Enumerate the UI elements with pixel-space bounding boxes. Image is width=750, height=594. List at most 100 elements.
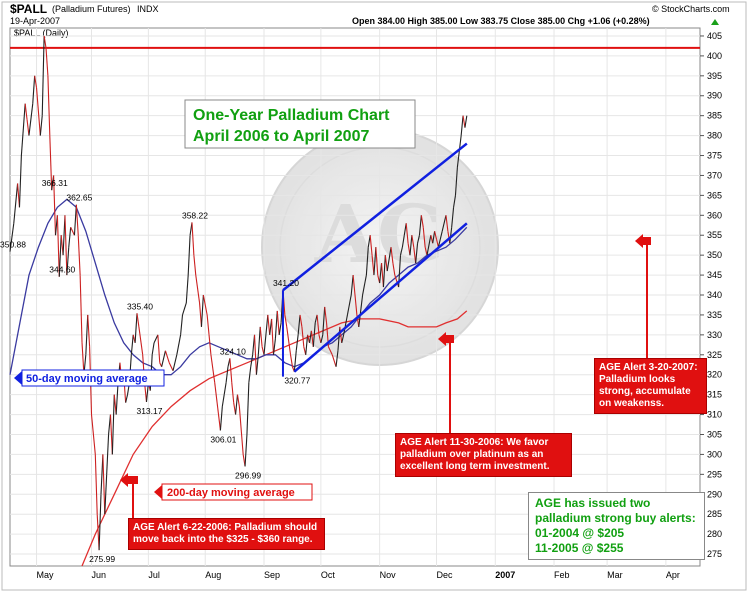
price-segment (390, 247, 394, 264)
value-label: 344.60 (49, 265, 75, 275)
price-segment (392, 263, 396, 276)
alert-nov-arrow (438, 332, 454, 433)
price-segment (53, 175, 57, 236)
price-segment (206, 314, 210, 335)
alert-mar-text: AGE Alert 3-20-2007: Palladium looks str… (599, 362, 698, 409)
y-tick-label: 360 (707, 210, 722, 220)
y-tick-label: 290 (707, 489, 722, 499)
price-segment (172, 354, 178, 371)
price-segment (369, 235, 373, 256)
price-segment (87, 314, 91, 347)
channel-lower (293, 222, 468, 373)
price-segment (441, 215, 447, 232)
price-segment (104, 474, 108, 515)
price-segment (64, 215, 68, 276)
price-segment (225, 366, 229, 383)
price-segment (276, 310, 280, 335)
price-segment (240, 430, 244, 455)
y-tick-label: 310 (707, 410, 722, 420)
price-segment (454, 167, 458, 196)
price-segment (460, 115, 464, 136)
up-arrow-icon (711, 19, 719, 25)
price-segment (259, 326, 263, 347)
price-segment (327, 346, 333, 356)
price-segment (244, 434, 248, 467)
y-tick-label: 350 (707, 250, 722, 260)
price-segment (79, 275, 83, 343)
series-label: $PALL (Daily) (14, 28, 69, 38)
price-segment (253, 334, 257, 375)
y-tick-label: 345 (707, 270, 722, 280)
price-segment (271, 318, 275, 355)
price-segment (125, 394, 129, 403)
y-tick-label: 300 (707, 449, 722, 459)
price-segment (49, 135, 53, 191)
ma50-label: 50-day moving average (26, 373, 148, 385)
price-segment (324, 306, 328, 323)
value-label: 275.99 (89, 554, 115, 564)
x-tick-label: Nov (380, 570, 397, 580)
price-segment (362, 274, 367, 296)
price-segment (73, 204, 77, 236)
price-segment (250, 354, 254, 367)
buy-alert-line-4: 11-2005 @ $255 (535, 541, 624, 555)
price-segment (449, 227, 453, 244)
price-segment (339, 326, 343, 343)
price-segment (236, 394, 240, 407)
price-segment (90, 414, 96, 455)
price-segment (102, 454, 106, 515)
y-tick-label: 285 (707, 509, 722, 519)
price-segment (318, 334, 322, 343)
price-segment (286, 326, 292, 355)
price-segment (418, 215, 422, 236)
ma200-label: 200-day moving average (167, 487, 295, 499)
price-segment (267, 314, 271, 335)
buy-alerts-box: AGE has issued two palladium strong buy … (528, 492, 705, 560)
x-tick-label: 2007 (495, 570, 515, 580)
alert-jun-box: AGE Alert 6-22-2006: Palladium should mo… (128, 518, 325, 550)
price-segment (301, 326, 305, 347)
x-tick-label: May (37, 570, 55, 580)
price-segment (235, 394, 239, 415)
price-segment (180, 314, 184, 335)
price-segment (320, 334, 324, 343)
price-segment (185, 275, 189, 304)
y-tick-label: 400 (707, 51, 722, 61)
title-line1: One-Year Palladium Chart (193, 107, 390, 124)
price-segment (191, 222, 195, 256)
price-segment (284, 314, 288, 327)
price-segment (199, 302, 203, 327)
price-segment (70, 227, 75, 236)
price-segment (316, 314, 320, 335)
price-segment (210, 354, 216, 383)
price-segment (401, 235, 405, 248)
title-line2: April 2006 to April 2007 (193, 128, 369, 145)
y-tick-label: 395 (707, 71, 722, 81)
price-segment (136, 313, 140, 327)
price-segment (28, 103, 34, 136)
y-tick-label: 340 (707, 290, 722, 300)
price-segment (293, 350, 297, 372)
price-segment (20, 103, 26, 156)
price-segment (187, 235, 191, 276)
price-segment (202, 294, 208, 316)
price-segment (248, 366, 252, 383)
y-tick-label: 375 (707, 151, 722, 161)
x-tick-label: Aug (205, 570, 221, 580)
price-segment (106, 434, 110, 475)
exchange-label: INDX (137, 4, 159, 14)
price-segment (295, 334, 299, 351)
value-label: 313.17 (136, 406, 162, 416)
price-segment (350, 275, 354, 296)
name-label: (Palladium Futures) (52, 4, 131, 14)
price-segment (437, 231, 443, 248)
price-segment (231, 382, 235, 403)
buy-alert-line-1: AGE has issued two (535, 496, 651, 510)
price-segment (94, 454, 98, 515)
price-segment (386, 247, 392, 272)
price-segment (415, 243, 419, 264)
price-segment (257, 326, 261, 355)
price-segment (130, 334, 134, 355)
y-tick-label: 275 (707, 549, 722, 559)
